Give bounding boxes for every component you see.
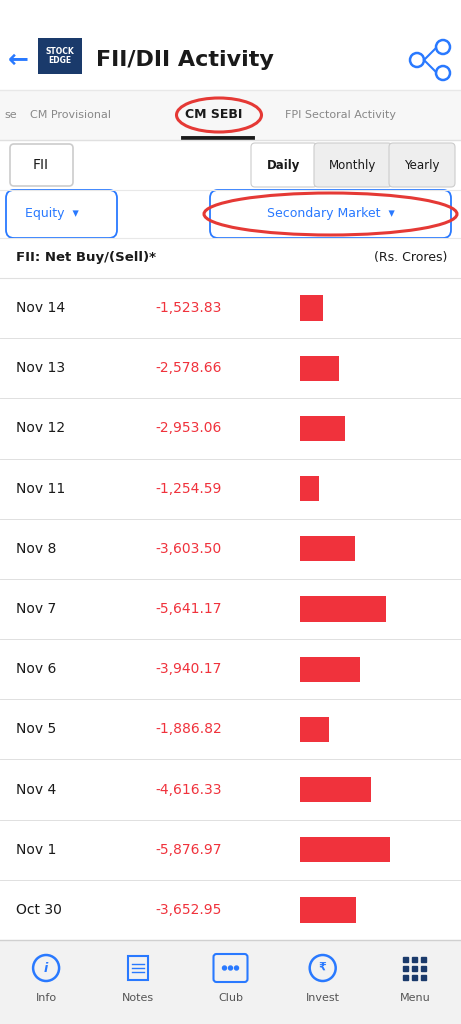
FancyBboxPatch shape (6, 190, 117, 238)
Text: Equity  ▾: Equity ▾ (25, 208, 79, 220)
Text: Notes: Notes (122, 993, 154, 1002)
Text: Nov 8: Nov 8 (16, 542, 56, 556)
Text: -3,940.17: -3,940.17 (156, 663, 222, 676)
Text: Invest: Invest (306, 993, 340, 1002)
FancyBboxPatch shape (0, 0, 461, 30)
Text: -2,953.06: -2,953.06 (156, 422, 222, 435)
Text: Nov 7: Nov 7 (16, 602, 56, 616)
Text: i: i (44, 962, 48, 975)
Bar (300, 296, 323, 321)
Text: Nov 12: Nov 12 (16, 422, 65, 435)
Text: -3,652.95: -3,652.95 (156, 903, 222, 916)
Bar (403, 966, 408, 971)
Text: FII: FII (33, 158, 49, 172)
Bar (421, 956, 426, 962)
Text: Daily: Daily (267, 159, 301, 171)
Text: FII/DII Activity: FII/DII Activity (96, 50, 274, 70)
Text: FPI Sectoral Activity: FPI Sectoral Activity (285, 110, 396, 120)
FancyBboxPatch shape (314, 143, 392, 187)
Bar (413, 975, 417, 980)
Text: Menu: Menu (400, 993, 430, 1002)
FancyBboxPatch shape (210, 190, 451, 238)
FancyBboxPatch shape (38, 38, 82, 74)
Bar (300, 537, 355, 561)
FancyBboxPatch shape (0, 140, 461, 190)
Text: Nov 5: Nov 5 (16, 722, 56, 736)
Text: CM SEBI: CM SEBI (185, 109, 242, 122)
Circle shape (229, 966, 232, 970)
Bar (300, 416, 345, 441)
Bar (300, 777, 371, 802)
Bar (403, 956, 408, 962)
Bar (300, 596, 386, 622)
Text: ←: ← (7, 48, 29, 72)
Text: ₹: ₹ (319, 963, 326, 973)
Text: -1,886.82: -1,886.82 (155, 722, 222, 736)
FancyBboxPatch shape (0, 238, 461, 278)
Circle shape (223, 966, 226, 970)
Bar (421, 966, 426, 971)
Bar (413, 956, 417, 962)
Text: Nov 14: Nov 14 (16, 301, 65, 315)
FancyBboxPatch shape (0, 940, 461, 1024)
Bar (300, 717, 329, 742)
Text: STOCK
EDGE: STOCK EDGE (46, 47, 74, 66)
Text: -1,254.59: -1,254.59 (156, 481, 222, 496)
Text: Secondary Market  ▾: Secondary Market ▾ (266, 208, 394, 220)
Circle shape (235, 966, 238, 970)
FancyBboxPatch shape (0, 90, 461, 140)
Bar (421, 975, 426, 980)
FancyBboxPatch shape (389, 143, 455, 187)
Bar (300, 897, 356, 923)
Bar (403, 975, 408, 980)
Text: FII: Net Buy/(Sell)*: FII: Net Buy/(Sell)* (16, 252, 156, 264)
Text: se: se (4, 110, 17, 120)
FancyBboxPatch shape (10, 144, 73, 186)
Text: Nov 6: Nov 6 (16, 663, 56, 676)
Text: Info: Info (35, 993, 57, 1002)
Bar (413, 966, 417, 971)
Text: Nov 4: Nov 4 (16, 782, 56, 797)
Bar (300, 355, 339, 381)
Text: -1,523.83: -1,523.83 (156, 301, 222, 315)
Text: -3,603.50: -3,603.50 (156, 542, 222, 556)
Text: Nov 1: Nov 1 (16, 843, 56, 857)
Bar (300, 476, 319, 502)
Text: Nov 11: Nov 11 (16, 481, 65, 496)
Text: (Rs. Crores): (Rs. Crores) (373, 252, 447, 264)
Text: Nov 13: Nov 13 (16, 361, 65, 375)
Text: Monthly: Monthly (329, 159, 377, 171)
Text: -5,876.97: -5,876.97 (155, 843, 222, 857)
Text: Club: Club (218, 993, 243, 1002)
Bar (300, 656, 361, 682)
Text: -5,641.17: -5,641.17 (155, 602, 222, 616)
Text: Yearly: Yearly (404, 159, 440, 171)
FancyBboxPatch shape (0, 190, 461, 238)
Text: CM Provisional: CM Provisional (30, 110, 111, 120)
Text: Oct 30: Oct 30 (16, 903, 62, 916)
Text: -4,616.33: -4,616.33 (155, 782, 222, 797)
FancyBboxPatch shape (251, 143, 317, 187)
Bar (300, 837, 390, 862)
FancyBboxPatch shape (0, 30, 461, 90)
Text: -2,578.66: -2,578.66 (155, 361, 222, 375)
